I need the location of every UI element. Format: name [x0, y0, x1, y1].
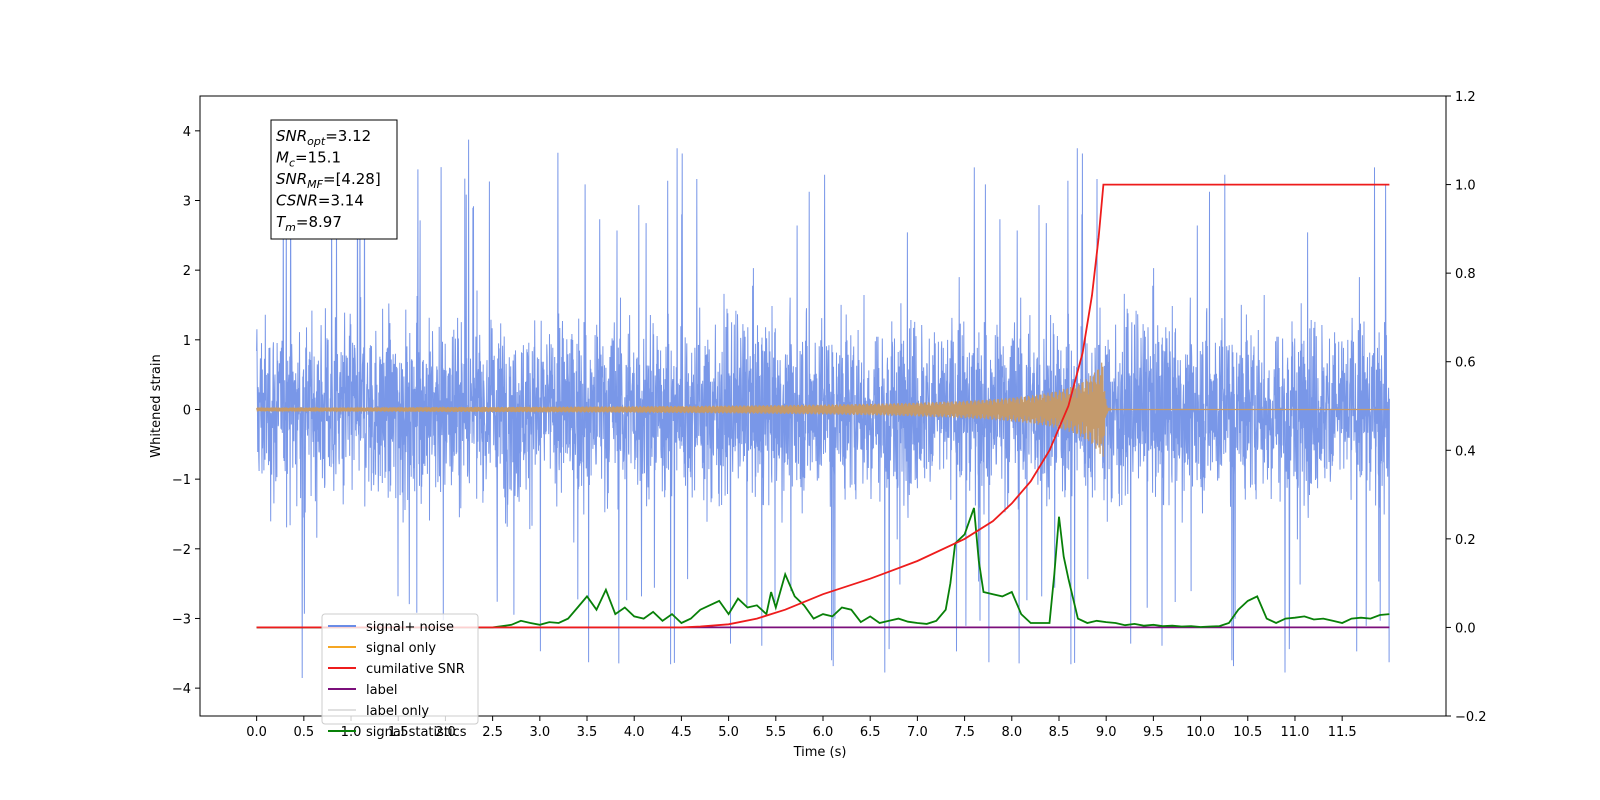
y-tick-label-right: 0.4 — [1455, 444, 1476, 459]
stats-box-frame — [270, 119, 398, 240]
stats-name: SNR — [276, 170, 307, 188]
stats-line: SNRMF=[4.28] — [276, 170, 381, 191]
signal-statistics-line — [256, 507, 1390, 629]
x-tick-label: 10.5 — [1233, 725, 1262, 740]
stats-line: SNRopt=3.12 — [276, 127, 371, 148]
y-tick-label-left: 0 — [183, 403, 191, 418]
x-tick-label: 11.5 — [1328, 725, 1357, 740]
stats-name: SNR — [276, 127, 307, 145]
y-tick-label-right: 0.2 — [1455, 533, 1476, 548]
signal-noise-line — [256, 139, 1390, 679]
stats-name: M — [276, 149, 289, 167]
x-tick-label: 9.5 — [1143, 725, 1164, 740]
x-tick-label: 7.5 — [954, 725, 975, 740]
x-tick-label: 3.5 — [577, 725, 598, 740]
y-axis-label: Whitened strain — [149, 354, 164, 457]
signal-noise-series — [256, 139, 1390, 679]
legend-label: signal+ noise — [366, 620, 454, 635]
x-tick-label: 10.0 — [1186, 725, 1215, 740]
y-tick-label-left: −2 — [172, 543, 191, 558]
stats-value: =[4.28] — [323, 170, 381, 188]
legend-frame — [321, 613, 479, 725]
y-tick-label-right: 0.0 — [1455, 621, 1476, 636]
stats-subscript: MF — [307, 178, 323, 191]
x-tick-label: 9.0 — [1096, 725, 1117, 740]
x-tick-label: 5.5 — [765, 725, 786, 740]
stats-value: =8.97 — [296, 213, 342, 231]
legend-label: cumilative SNR — [366, 662, 465, 677]
y-axis-left: −4 −3 −2 −1 0 1 2 3 4 — [172, 125, 200, 697]
stats-value: =3.14 — [318, 192, 364, 210]
y-tick-label-left: −3 — [172, 612, 191, 627]
legend-label: signal statistics — [366, 725, 467, 740]
y-tick-label-right: 0.8 — [1455, 267, 1476, 282]
x-axis-label: Time (s) — [793, 745, 847, 760]
x-tick-label: 7.0 — [907, 725, 928, 740]
y-tick-label-left: 1 — [183, 334, 191, 349]
x-tick-label: 11.0 — [1280, 725, 1309, 740]
cumilative-snr-line — [256, 183, 1390, 629]
x-tick-label: 1.0 — [341, 725, 362, 740]
y-tick-label-left: 2 — [183, 264, 191, 279]
stats-subscript: m — [285, 221, 296, 234]
legend-label: label only — [366, 704, 429, 719]
stats-value: =15.1 — [295, 149, 341, 167]
x-tick-label: 2.5 — [482, 725, 503, 740]
x-tick-label: 4.0 — [624, 725, 645, 740]
y-tick-label-right: 1.2 — [1455, 90, 1476, 105]
x-tick-label: 8.0 — [1001, 725, 1022, 740]
stats-box: SNRopt=3.12Mc=15.1SNRMF=[4.28]CSNR=3.14T… — [270, 119, 398, 240]
stats-subscript: opt — [307, 135, 326, 148]
y-tick-label-left: −4 — [172, 682, 191, 697]
y-tick-label-right: 1.0 — [1455, 179, 1476, 194]
y-axis-right: −0.2 0.0 0.2 0.4 0.6 0.8 1.0 1.2 — [1446, 90, 1487, 725]
x-tick-label: 6.0 — [813, 725, 834, 740]
x-tick-label: 2.0 — [435, 725, 456, 740]
x-tick-label: 0.5 — [293, 725, 314, 740]
y-tick-label-left: 4 — [183, 125, 191, 140]
y-tick-label-left: −1 — [172, 473, 191, 488]
stats-value: =3.12 — [325, 127, 371, 145]
x-tick-label: 3.0 — [529, 725, 550, 740]
legend-label: label — [366, 683, 397, 698]
x-tick-label: 5.0 — [718, 725, 739, 740]
legend-label: signal only — [366, 641, 436, 656]
stats-name: CSNR — [276, 192, 318, 210]
stats-subscript: c — [289, 157, 295, 170]
y-tick-label-left: 3 — [183, 194, 191, 209]
signal-only-line — [256, 362, 1390, 457]
y-tick-label-right: 0.6 — [1455, 356, 1476, 371]
x-tick-label: 6.5 — [860, 725, 881, 740]
stats-line: Tm=8.97 — [276, 213, 342, 234]
x-tick-label: 8.5 — [1049, 725, 1070, 740]
legend: signal+ noise signal only cumilative SNR la… — [321, 613, 479, 740]
x-tick-label: 4.5 — [671, 725, 692, 740]
x-tick-label: 0.0 — [246, 725, 267, 740]
stats-line: Mc=15.1 — [276, 149, 341, 170]
stats-name: T — [276, 213, 287, 231]
x-tick-label: 1.5 — [388, 725, 409, 740]
stats-line: CSNR=3.14 — [276, 192, 364, 210]
y-tick-label-right: −0.2 — [1455, 710, 1487, 725]
x-axis: 0.0 0.5 1.0 1.5 2.0 2.5 3.0 3.5 4.0 4.5 5.0 5.5 6.0 6… — [246, 716, 1357, 740]
signal-only-series — [256, 362, 1390, 457]
